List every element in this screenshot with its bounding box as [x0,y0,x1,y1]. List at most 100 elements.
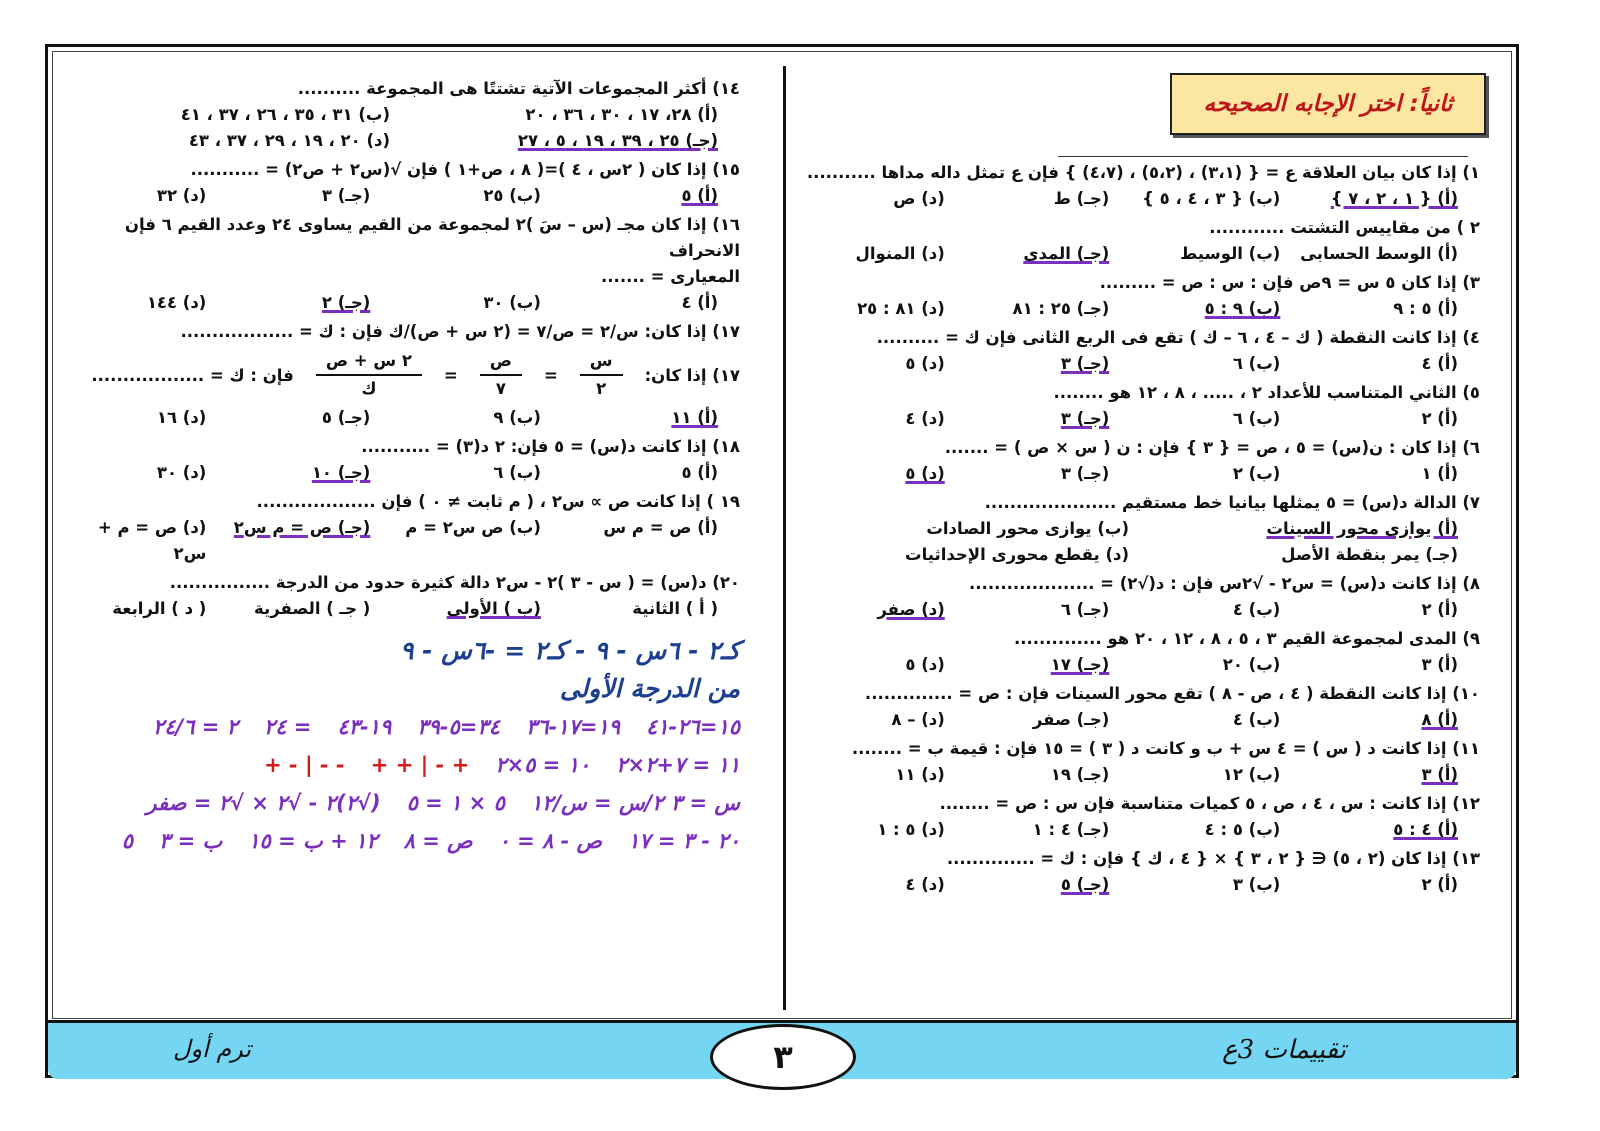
question-stem: ٥) الثاني المتناسب للأعداد ٢ ، ..... ، ٨… [1053,383,1480,402]
answer-option-a[interactable]: (أ) ١١ [671,408,718,427]
answer-option-d[interactable]: (د) ص [893,189,945,208]
answer-option-c[interactable]: (جـ) ١٩ [1050,765,1110,784]
answer-options: (أ) ٣ (ب) ٢٠ (جـ) ١٧ (د) ٥ [800,652,1480,678]
answer-option-d[interactable]: (د) المنوال [855,244,945,263]
answer-option-b[interactable]: (ب) ١٢ [1222,765,1281,784]
answer-option-c[interactable]: (جـ) يمر بنقطة الأصل [1281,545,1458,564]
answer-option-b[interactable]: (ب) ٥ : ٤ [1204,820,1281,839]
answer-option-a[interactable]: (أ) ٥ [681,463,718,482]
answer-option-a[interactable]: (أ) ٢٨، ١٧ ، ٣٠ ، ٣٦ ، ٢٠ [525,105,718,124]
question-stem: ١٧) إذا كان: س/٢ = ص/٧ = (٢ س + ص)/ك فإن… [180,322,740,341]
question-3: ١٦) إذا كان مجـ (س – سَ )٢ لمجموعة من ال… [62,212,740,316]
answer-option-b[interactable]: (ب) ٤ [1232,600,1281,619]
answer-options: (أ) ١ (ب) ٢ (جـ) ٣ (د) ٥ [800,461,1480,487]
answer-option-c[interactable]: (جـ) ١٧ [1050,655,1110,674]
answer-option-d[interactable]: (د) ٣٢ [156,186,207,205]
answer-option-b[interactable]: (ب) ٦ [493,463,541,482]
answer-option-a[interactable]: (أ) ٢ [1421,875,1458,894]
fraction-text: ص [479,348,522,376]
answer-option-b[interactable]: (ب) ٦ [1232,409,1281,428]
answer-option-b[interactable]: (ب) ٩ [493,408,541,427]
section-title: ثانياً: اختر الإجابه الصحيحه [1203,91,1453,117]
answer-option-a[interactable]: (أ) ٢ [1421,409,1458,428]
answer-option-a[interactable]: (أ) { ١ ، ٢ ، ٧ } [1330,189,1458,208]
answer-option-d[interactable]: (د) ٥ [905,464,945,483]
answer-option-c[interactable]: (جـ) المدى [1023,244,1110,263]
answer-option-a[interactable]: ( أ ) الثانية [632,599,718,618]
answer-options: (أ) ٥ : ٩ (ب) ٩ : ٥ (جـ) ٢٥ : ٨١ (د) ٨١ : ٢… [800,296,1480,322]
answer-option-b[interactable]: (ب) ص س٢ = م [405,518,541,537]
question-9: ٩) المدى لمجموعة القيم ٣ ، ٥ ، ٨ ، ١٢ ، … [800,626,1480,678]
answer-option-b[interactable]: (ب) ٩ : ٥ [1204,299,1281,318]
answer-option-c[interactable]: (جـ) ٤ : ١ [1032,820,1110,839]
answer-option-c[interactable]: ( جـ ) الصفرية [254,599,371,618]
answer-option-d[interactable]: (د) ١٤٤ [146,293,207,312]
answer-option-b[interactable]: (ب) ٣٠ [483,293,541,312]
answer-option-c[interactable]: (جـ) ٣ [1060,409,1110,428]
answer-option-c[interactable]: (جـ) ٥ [321,408,371,427]
handwritten-note: ص - ٨ = ٠ [498,829,603,853]
answer-option-c[interactable]: (جـ) ٣ [1060,464,1110,483]
answer-option-c[interactable]: (جـ) ١٠ [311,463,371,482]
answer-option-a[interactable]: (أ) ٣ [1421,655,1458,674]
answer-option-b[interactable]: (ب) { ٣ ، ٤ ، ٥ } [1142,189,1281,208]
answer-option-d[interactable]: (د) ص = م + س٢ [97,518,207,563]
answer-option-d[interactable]: ( د ) الرابعة [112,599,207,618]
answer-option-a[interactable]: (أ) ١ [1421,464,1458,483]
answer-option-a[interactable]: (أ) ٨ [1421,710,1458,729]
answer-option-b[interactable]: (ب ) الأولى [446,599,541,618]
question-stem: ١٣) إذا كان (٢ ، ٥) ∈ { ٢ ، ٣ } × { ٤ ، … [946,849,1480,868]
answer-option-a[interactable]: (أ) ٢ [1421,600,1458,619]
answer-option-d[interactable]: (د) ٤ [905,875,945,894]
answer-option-b[interactable]: (ب) ٢٠ [1222,655,1281,674]
answer-option-a[interactable]: (أ) يوازى محور السينات [1266,519,1458,538]
answer-option-d[interactable]: (د) – ٨ [891,710,945,729]
answer-option-a[interactable]: (أ) ٥ : ٩ [1393,299,1458,318]
answer-option-a[interactable]: (أ) ٤ : ٥ [1393,820,1458,839]
answer-option-b[interactable]: (ب) ٣ [1232,875,1281,894]
answer-option-a[interactable]: (أ) ص = م س [603,518,718,537]
left-column-questions: ١٤) أكثر المجموعات الآتية تشتتًا هى المج… [62,76,740,856]
answer-option-d[interactable]: (د) ٥ : ١ [877,820,945,839]
answer-option-c[interactable]: (جـ) ٣ [1060,354,1110,373]
question-stem: ١٤) أكثر المجموعات الآتية تشتتًا هى المج… [297,79,740,98]
answer-option-a[interactable]: (أ) ٣ [1421,765,1458,784]
answer-option-d[interactable]: (د) ١١ [895,765,945,784]
answer-option-b[interactable]: (ب) يوازى محور الصادات [926,519,1129,538]
fraction-text: ١٧) إذا كان: [644,365,740,385]
answer-option-d[interactable]: (د) صفر [877,600,945,619]
answer-option-b[interactable]: (ب) الوسيط [1180,244,1281,263]
answer-option-a[interactable]: (أ) ٥ [681,186,718,205]
answer-option-d[interactable]: (د) ٥ [905,655,945,674]
question-stem: ٦) إذا كان : ن(س) = ٥ ، ص = { ٣ } فإن : … [944,438,1480,457]
answer-option-b[interactable]: (ب) ٢ [1232,464,1281,483]
answer-option-a[interactable]: (أ) الوسط الحسابى [1300,244,1458,263]
answer-option-d[interactable]: (د) ٢٠ ، ١٩ ، ٢٩ ، ٣٧ ، ٤٣ [188,131,390,150]
answer-option-b[interactable]: (ب) ٣١ ، ٣٥ ، ٢٦ ، ٣٧ ، ٤١ [180,105,390,124]
answer-option-d[interactable]: (د) ٥ [905,354,945,373]
answer-option-c[interactable]: (جـ) ٥ [1060,875,1110,894]
answer-option-d[interactable]: (د) ١٦ [156,408,207,427]
answer-option-a[interactable]: (أ) ٤ [681,293,718,312]
answer-option-d[interactable]: (د) ٨١ : ٢٥ [857,299,945,318]
equals-sign: = [543,365,558,385]
answer-option-a[interactable]: (أ) ٤ [1421,354,1458,373]
footer-term: ترم أول [173,1035,252,1063]
answer-option-d[interactable]: (د) يقطع محورى الإحداثيات [905,545,1129,564]
answer-option-c[interactable]: (جـ) ٢٥ : ٨١ [1012,299,1110,318]
answer-option-c[interactable]: (جـ) ٣ [321,186,371,205]
answer-option-c[interactable]: (جـ) صفر [1032,710,1110,729]
answer-option-c[interactable]: (جـ) ٦ [1060,600,1110,619]
answer-option-c[interactable]: (جـ) ٢٥ ، ٣٩ ، ١٩ ، ٥ ، ٢٧ [517,131,718,150]
answer-option-c[interactable]: (جـ) ط [1053,189,1110,208]
answer-option-c[interactable]: (جـ) ص = م س٢ [233,518,371,537]
answer-option-c[interactable]: (جـ) ٢ [321,293,371,312]
question-stem: ٢ ) من مقاييس التشتت ............ [1209,218,1480,237]
answer-option-b[interactable]: (ب) ٤ [1232,710,1281,729]
answer-option-d[interactable]: (د) ٤ [905,409,945,428]
answer-option-b[interactable]: (ب) ٦ [1232,354,1281,373]
question-13: ١٣) إذا كان (٢ ، ٥) ∈ { ٢ ، ٣ } × { ٤ ، … [800,846,1480,898]
answer-option-d[interactable]: (د) ٣٠ [156,463,207,482]
answer-options: (أ) { ١ ، ٢ ، ٧ } (ب) { ٣ ، ٤ ، ٥ } (جـ) ط… [800,186,1480,212]
answer-option-b[interactable]: (ب) ٢٥ [483,186,541,205]
